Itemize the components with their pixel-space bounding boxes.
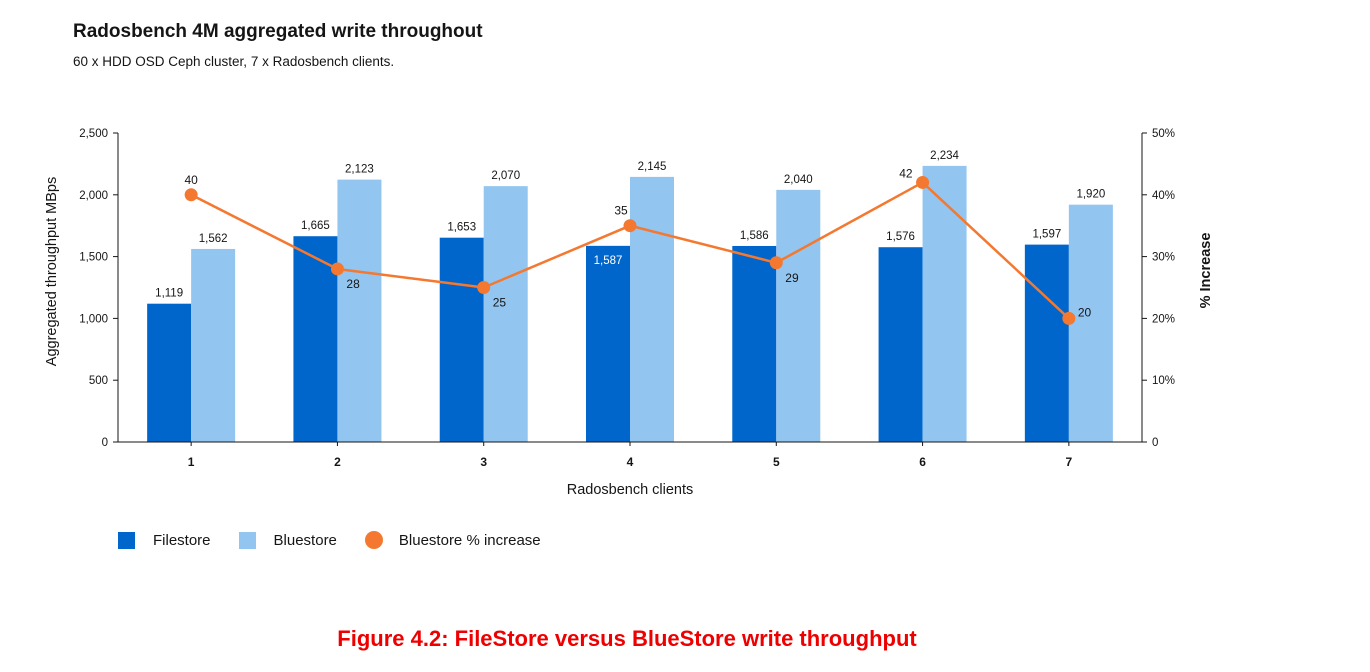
x-tick-label: 5 (773, 455, 780, 469)
legend-item-increase: Bluestore % increase (364, 531, 541, 549)
y-axis-title: Aggregated throughput MBps (44, 177, 60, 366)
data-label-filestore: 1,586 (740, 230, 769, 242)
x-tick-label: 4 (627, 455, 634, 469)
y-tick-label-left: 1,500 (79, 252, 108, 264)
y-tick-label-right: 30% (1152, 252, 1175, 264)
data-label-bluestore: 2,040 (784, 174, 813, 186)
y-tick-label-left: 1,000 (79, 313, 108, 325)
chart-canvas: 0 500 1,000 1,500 2,000 2,500 0 10% 20% 30% 40% 50%… (44, 128, 1214, 498)
point-increase (916, 175, 930, 189)
bar-bluestore (483, 186, 528, 442)
data-label-filestore: 1,587 (594, 255, 623, 267)
data-label-increase: 42 (899, 166, 913, 180)
bar-filestore (1024, 244, 1069, 442)
data-label-bluestore: 1,562 (199, 233, 228, 245)
chart-legend: Filestore Bluestore Bluestore % increase (118, 531, 569, 549)
chart-title: Radosbench 4M aggregated write throughou… (73, 21, 483, 42)
data-label-filestore: 1,576 (886, 231, 915, 243)
x-tick-label: 2 (334, 455, 341, 469)
bar-bluestore (776, 189, 821, 442)
y-tick-label-left: 500 (89, 375, 108, 387)
point-increase (769, 256, 783, 270)
y-tick-label-left: 0 (102, 437, 108, 449)
data-label-filestore: 1,665 (301, 220, 330, 232)
point-increase (330, 262, 344, 276)
bar-filestore (586, 245, 630, 442)
bar-bluestore (630, 176, 674, 443)
data-label-increase: 25 (493, 296, 507, 310)
legend-label-bluestore: Bluestore (273, 531, 337, 549)
bar-filestore (439, 237, 484, 442)
y-tick-label-right: 0 (1152, 437, 1158, 449)
bar-filestore (878, 247, 923, 442)
legend-swatch-filestore (118, 531, 135, 549)
data-label-increase: 28 (346, 277, 360, 291)
y2-axis-title: % Increase (1198, 233, 1214, 309)
data-label-filestore: 1,119 (155, 288, 183, 300)
legend-swatch-bluestore (238, 531, 256, 549)
figure-caption: Figure 4.2: FileStore versus BlueStore w… (337, 626, 917, 651)
x-tick-label: 1 (188, 455, 195, 469)
data-label-increase: 29 (785, 271, 799, 285)
data-label-bluestore: 1,920 (1076, 189, 1105, 201)
y-tick-label-right: 50% (1152, 128, 1175, 140)
legend-item-bluestore: Bluestore (238, 531, 337, 549)
legend-label-filestore: Filestore (153, 531, 211, 549)
bar-filestore (147, 303, 192, 442)
data-label-filestore: 1,653 (447, 222, 476, 234)
bar-filestore (732, 245, 777, 442)
bar-filestore (293, 236, 338, 442)
data-label-filestore: 1,597 (1032, 229, 1061, 241)
chart-subtitle: 60 x HDD OSD Ceph cluster, 7 x Radosbenc… (73, 54, 395, 69)
data-label-increase: 20 (1078, 305, 1092, 319)
data-label-bluestore: 2,234 (930, 150, 959, 162)
legend-marker-increase (364, 531, 383, 549)
bar-bluestore (1068, 204, 1113, 442)
data-label-bluestore: 2,070 (491, 170, 520, 182)
y-tick-label-left: 2,500 (79, 128, 108, 140)
data-label-increase: 40 (184, 173, 198, 187)
point-increase (477, 281, 491, 294)
x-axis-title: Radosbench clients (567, 482, 694, 498)
data-label-increase: 35 (614, 204, 628, 218)
y-tick-label-right: 10% (1152, 375, 1175, 387)
y-tick-label-right: 40% (1152, 190, 1175, 202)
point-increase (1062, 311, 1076, 325)
point-increase (184, 188, 198, 202)
x-tick-label: 7 (1066, 455, 1073, 469)
x-tick-label: 6 (919, 455, 926, 469)
bar-bluestore (191, 248, 236, 442)
y-tick-label-right: 20% (1152, 313, 1175, 325)
data-label-bluestore: 2,145 (638, 161, 667, 173)
data-label-bluestore: 2,123 (345, 164, 374, 176)
y-tick-label-left: 2,000 (79, 190, 108, 202)
point-increase (623, 219, 637, 233)
x-tick-label: 3 (480, 455, 487, 469)
legend-label-increase: Bluestore % increase (398, 531, 541, 549)
bar-bluestore (337, 179, 382, 442)
legend-item-filestore: Filestore (118, 531, 211, 549)
bar-bluestore (922, 165, 967, 442)
